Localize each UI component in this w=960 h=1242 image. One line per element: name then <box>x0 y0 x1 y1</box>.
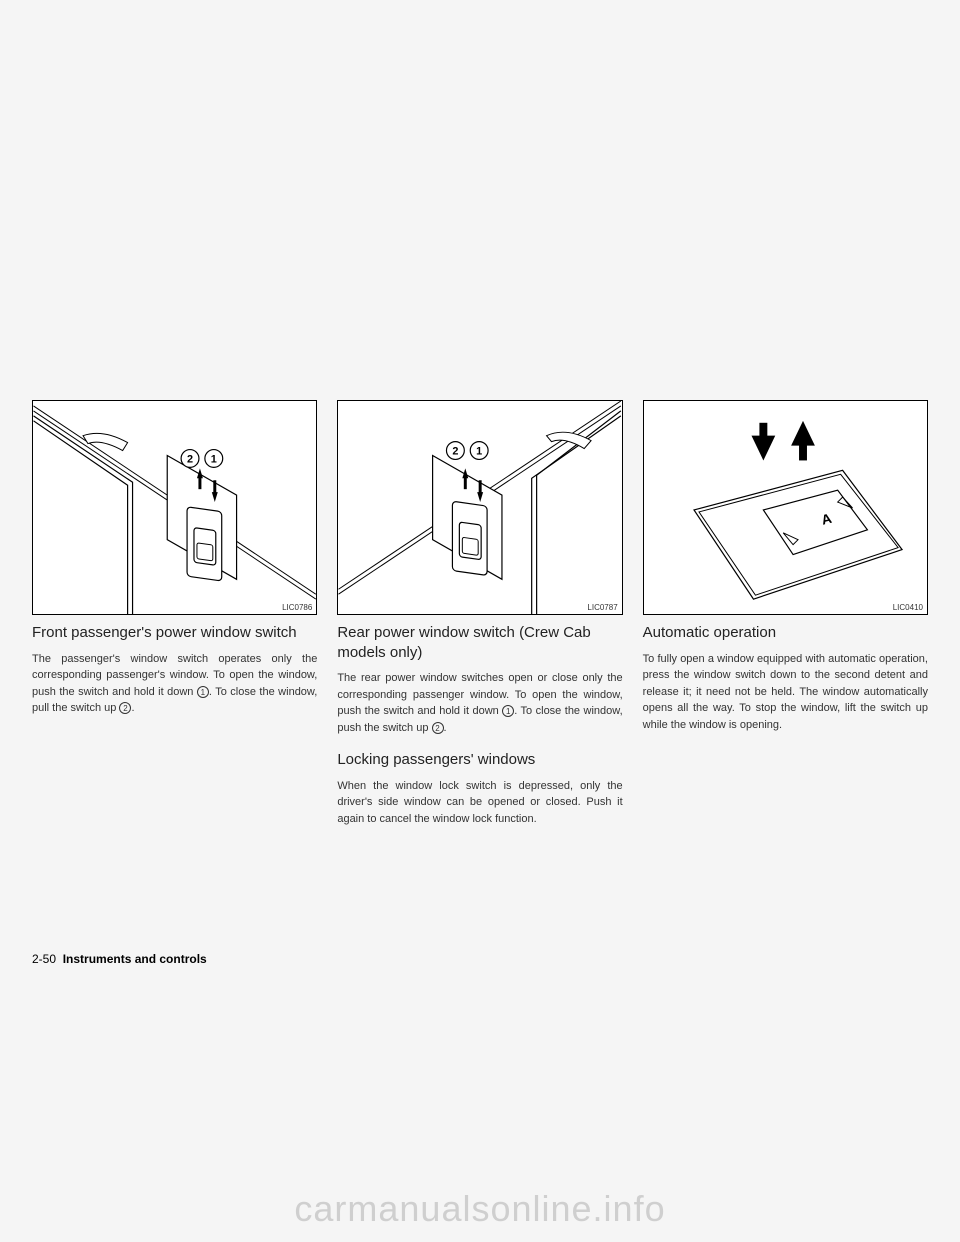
column-1: 2 1 LIC0786 Front passenger's power wind… <box>32 400 317 827</box>
heading-locking: Locking passengers' windows <box>337 750 622 770</box>
body-locking: When the window lock switch is depressed… <box>337 778 622 828</box>
body-automatic: To fully open a window equipped with aut… <box>643 651 928 734</box>
watermark: carmanualsonline.info <box>0 1188 960 1230</box>
page-number: 2-50 <box>32 952 56 966</box>
body-front-passenger: The passenger's window switch operates o… <box>32 651 317 717</box>
figure-2: 2 1 LIC0787 <box>337 400 622 615</box>
heading-front-passenger: Front passenger's power window switch <box>32 623 317 643</box>
svg-text:1: 1 <box>211 453 217 465</box>
figure-3-label: LIC0410 <box>893 603 923 612</box>
figure-1: 2 1 LIC0786 <box>32 400 317 615</box>
body-rear-switch: The rear power window switches open or c… <box>337 670 622 736</box>
figure-3: A LIC0410 <box>643 400 928 615</box>
heading-rear-switch: Rear power window switch (Crew Cab model… <box>337 623 622 662</box>
column-3: A LIC0410 Automatic operation To fully o… <box>643 400 928 827</box>
figure-1-label: LIC0786 <box>282 603 312 612</box>
text: . <box>131 702 134 714</box>
svg-text:2: 2 <box>453 445 459 457</box>
heading-automatic: Automatic operation <box>643 623 928 643</box>
callout-2-icon: 2 <box>119 702 131 714</box>
svg-text:2: 2 <box>187 453 193 465</box>
callout-1-icon: 1 <box>197 686 209 698</box>
callout-2-icon: 2 <box>432 722 444 734</box>
page-footer: 2-50 Instruments and controls <box>32 952 928 966</box>
column-2: 2 1 LIC0787 Rear power window switch (Cr… <box>337 400 622 827</box>
text: . <box>444 722 447 734</box>
figure-2-label: LIC0787 <box>587 603 617 612</box>
callout-1-icon: 1 <box>502 705 514 717</box>
section-title: Instruments and controls <box>63 952 207 966</box>
columns: 2 1 LIC0786 Front passenger's power wind… <box>32 400 928 827</box>
svg-text:1: 1 <box>476 445 482 457</box>
page-content: 2 1 LIC0786 Front passenger's power wind… <box>32 400 928 966</box>
